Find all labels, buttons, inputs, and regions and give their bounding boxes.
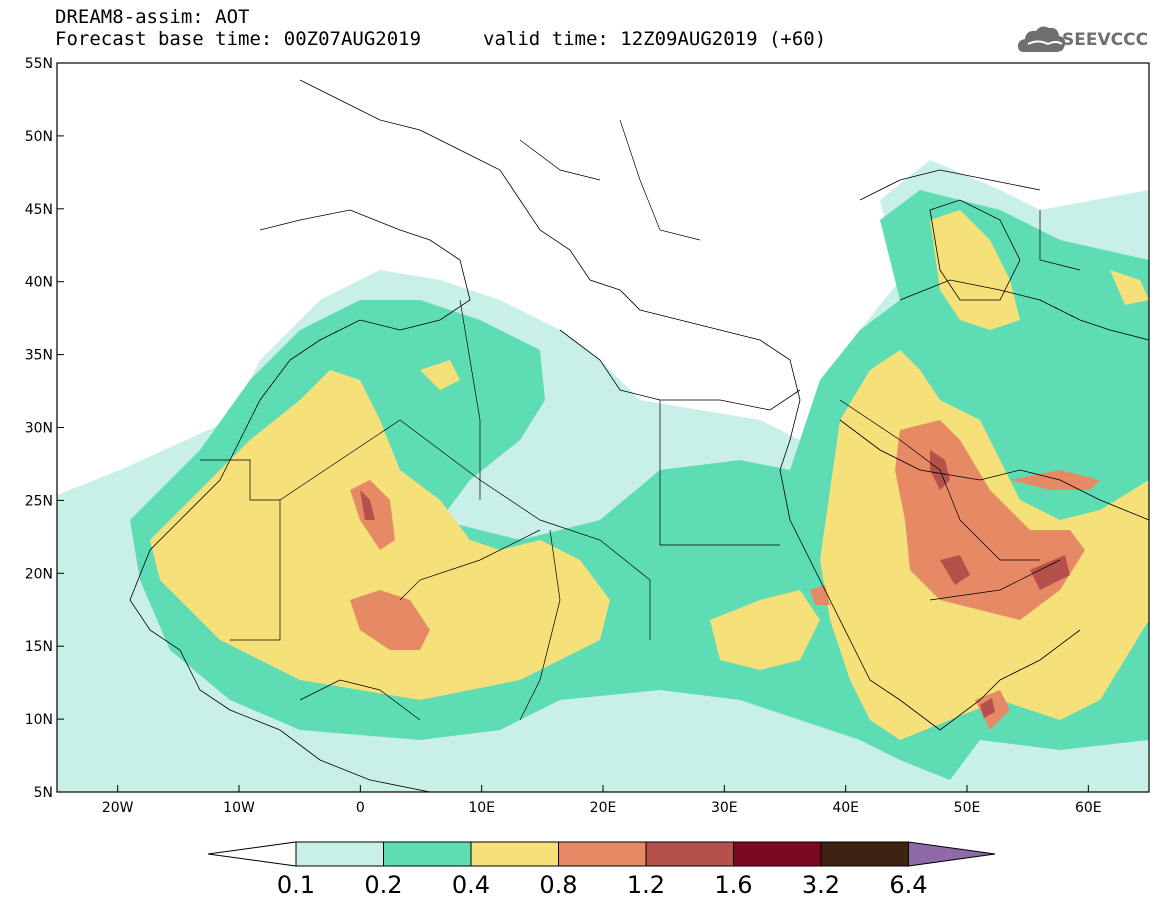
colorbar-label: 0.4 bbox=[452, 871, 490, 899]
colorbar-bin bbox=[733, 841, 822, 867]
lat-tick-label: 35N bbox=[25, 348, 53, 364]
colorbar: 0.1 0.2 0.4 0.8 1.2 1.6 3.2 6.4 bbox=[207, 841, 996, 899]
country-borders bbox=[200, 119, 1081, 721]
colorbar-low-arrow bbox=[207, 841, 297, 867]
lon-tick-label: 30E bbox=[711, 800, 738, 816]
colorbar-label: 0.1 bbox=[277, 871, 315, 899]
lon-tick-label: 20E bbox=[590, 800, 617, 816]
lon-tick-label: 40E bbox=[832, 800, 859, 816]
colorbar-label: 3.2 bbox=[802, 871, 840, 899]
lat-tick-label: 45N bbox=[25, 202, 53, 218]
colorbar-high-arrow bbox=[908, 841, 996, 867]
lon-tick-label: 0 bbox=[356, 800, 365, 816]
lon-tick-label: 10W bbox=[223, 800, 255, 816]
colorbar-bin bbox=[470, 841, 559, 867]
colorbar-bin bbox=[820, 841, 909, 867]
lat-tick-label: 30N bbox=[25, 421, 53, 437]
lon-tick-label: 20W bbox=[102, 800, 134, 816]
forecast-base-time: Forecast base time: 00Z07AUG2019 bbox=[55, 28, 422, 50]
map-title: DREAM8-assim: AOT bbox=[55, 6, 250, 28]
colorbar-label: 1.2 bbox=[627, 871, 665, 899]
lat-tick-label: 5N bbox=[34, 785, 53, 801]
cloud-icon bbox=[1018, 26, 1066, 52]
colorbar-bin bbox=[645, 841, 734, 867]
colorbar-label: 0.2 bbox=[364, 871, 402, 899]
latitude-ticks: 55N 50N 45N 40N 35N 30N 25N 20N 15N 10N 5N bbox=[25, 56, 64, 801]
lon-tick-label: 60E bbox=[1075, 800, 1102, 816]
lat-tick-label: 25N bbox=[25, 493, 53, 509]
lat-tick-label: 40N bbox=[25, 275, 53, 291]
longitude-ticks: 20W 10W 0 10E 20E 30E 40E 50E 60E bbox=[102, 785, 1102, 816]
lat-tick-label: 20N bbox=[25, 566, 53, 582]
coastlines bbox=[129, 79, 1149, 792]
lat-tick-label: 15N bbox=[25, 639, 53, 655]
colorbar-bin bbox=[383, 841, 472, 867]
lat-tick-label: 10N bbox=[25, 712, 53, 728]
lat-tick-label: 55N bbox=[25, 56, 53, 72]
colorbar-label: 1.6 bbox=[714, 871, 752, 899]
lon-tick-label: 50E bbox=[954, 800, 981, 816]
colorbar-label: 6.4 bbox=[889, 871, 927, 899]
colorbar-bin bbox=[295, 841, 384, 867]
logo-text: SEEVCCC bbox=[1062, 30, 1149, 50]
colorbar-label: 0.8 bbox=[539, 871, 577, 899]
lon-tick-label: 10E bbox=[468, 800, 495, 816]
lat-tick-label: 50N bbox=[25, 129, 53, 145]
aot-field bbox=[57, 160, 1149, 792]
colorbar-bin bbox=[558, 841, 647, 867]
valid-time: valid time: 12Z09AUG2019 (+60) bbox=[483, 28, 827, 50]
